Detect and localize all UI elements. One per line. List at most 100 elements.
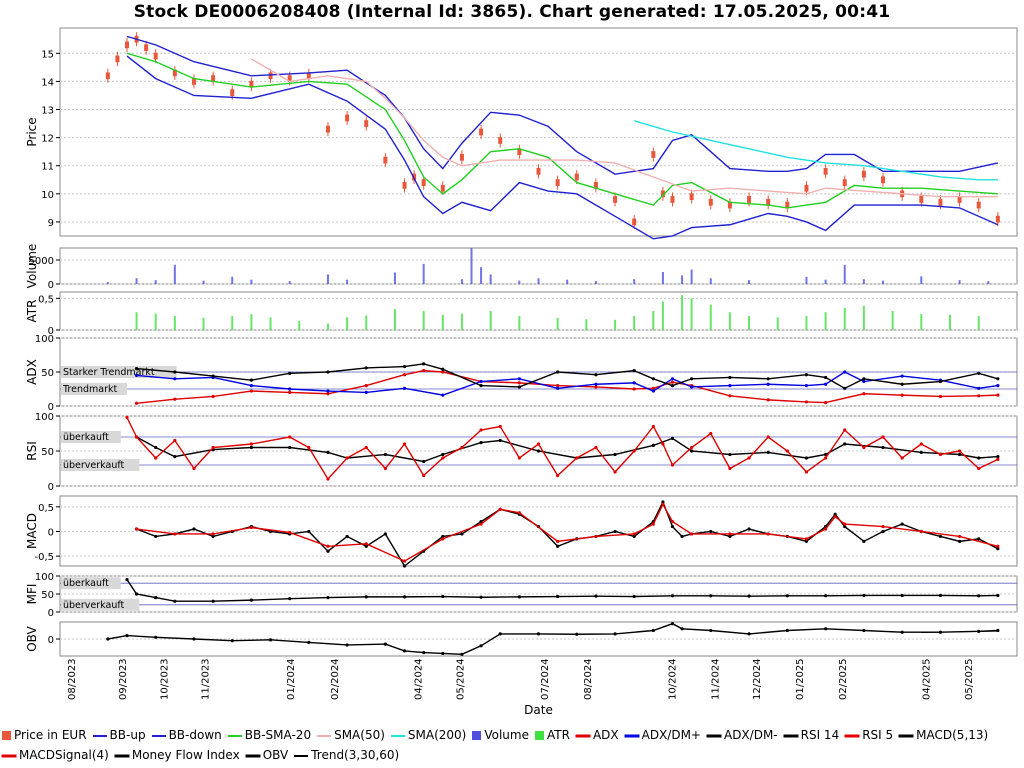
legend-label: SMA(50) bbox=[334, 728, 385, 742]
adx-point bbox=[900, 374, 904, 378]
volume-bar bbox=[480, 267, 483, 284]
volume-bar bbox=[422, 263, 425, 284]
y-tick-label: 0 bbox=[48, 527, 54, 538]
x-tick-label: 12/2024 bbox=[752, 658, 763, 700]
price-candle bbox=[402, 182, 407, 189]
obv-series-line bbox=[921, 630, 998, 633]
atr-bar bbox=[977, 316, 980, 330]
legend-item: MACDSignal(4) bbox=[2, 745, 109, 765]
y-tick-label: 100 bbox=[35, 334, 54, 345]
rsi-point bbox=[709, 431, 713, 436]
legend-label: BB-up bbox=[109, 728, 146, 742]
price-candle bbox=[708, 198, 713, 206]
macd-point bbox=[862, 539, 866, 543]
obv-series-line bbox=[107, 622, 998, 656]
mfi-point bbox=[862, 593, 866, 598]
adx-point bbox=[728, 375, 732, 380]
rsi-point bbox=[173, 455, 177, 459]
adx-point bbox=[517, 385, 521, 389]
legend-label: BB-SMA-20 bbox=[244, 728, 312, 742]
atr-bar bbox=[920, 314, 923, 330]
adx-point bbox=[479, 384, 483, 388]
atr-bar bbox=[652, 311, 655, 330]
rsi-point bbox=[422, 473, 426, 478]
zone-label-bg bbox=[61, 577, 121, 590]
rsi-point bbox=[536, 449, 541, 453]
obv-point bbox=[268, 638, 273, 642]
x-tick-label: 08/2023 bbox=[67, 658, 78, 700]
volume-bar bbox=[748, 280, 751, 284]
volume-bar bbox=[460, 279, 463, 284]
x-tick-label: 04/2025 bbox=[922, 658, 933, 700]
rsi-point bbox=[670, 463, 675, 467]
rsi-point bbox=[307, 445, 311, 450]
rsi-point bbox=[670, 436, 675, 440]
macd-ylabel: MACD bbox=[25, 513, 39, 549]
macd-point bbox=[843, 524, 847, 529]
y-tick-label: 50 bbox=[41, 590, 54, 601]
adx-point bbox=[728, 394, 732, 398]
atr-bar bbox=[250, 314, 253, 330]
x-tick-label: 05/2024 bbox=[456, 658, 467, 700]
legend-swatch-icon bbox=[845, 734, 860, 737]
macd-point bbox=[345, 534, 349, 539]
legend-label: ADX bbox=[592, 728, 619, 742]
obv-ylabel: OBV bbox=[25, 625, 39, 651]
adx-point bbox=[556, 386, 560, 390]
adx-point bbox=[670, 377, 675, 381]
y-tick-label: -0,5 bbox=[34, 552, 54, 563]
adx-point bbox=[556, 384, 560, 388]
rsi-point bbox=[288, 435, 292, 439]
mfi-point bbox=[824, 594, 828, 598]
obv-point bbox=[785, 628, 789, 633]
y-tick-label: 11 bbox=[41, 162, 54, 173]
page-title: Stock DE0006208408 (Internal Id: 3865). … bbox=[133, 2, 891, 22]
adx-point bbox=[804, 384, 809, 388]
adx-point bbox=[517, 377, 521, 381]
adx-point bbox=[249, 378, 253, 382]
volume-bar bbox=[681, 275, 684, 284]
mfi-point bbox=[709, 594, 713, 598]
obv-point bbox=[230, 639, 234, 643]
price-candle bbox=[938, 198, 943, 206]
rsi-point bbox=[460, 445, 464, 450]
zone-label-bg bbox=[61, 598, 140, 611]
price-candle bbox=[249, 80, 254, 88]
rsi-point bbox=[441, 456, 445, 460]
obv-point bbox=[345, 643, 349, 647]
rsi-point bbox=[479, 441, 483, 445]
mfi-point bbox=[249, 598, 253, 602]
macd-point bbox=[661, 500, 665, 504]
rsi-point bbox=[843, 442, 847, 446]
rsi-point bbox=[536, 442, 541, 446]
mfi-point bbox=[211, 599, 215, 603]
x-tick-label: 01/2025 bbox=[795, 658, 806, 700]
atr-bar bbox=[393, 309, 396, 330]
adx-point bbox=[422, 369, 426, 373]
legend-label: OBV bbox=[262, 748, 289, 762]
rsi-point bbox=[345, 456, 349, 460]
adx-point bbox=[651, 386, 655, 390]
x-tick-label: 10/2023 bbox=[159, 658, 170, 700]
volume-bar bbox=[326, 274, 329, 284]
rsi-point bbox=[690, 449, 694, 453]
adx-point bbox=[288, 387, 292, 391]
atr-bar bbox=[135, 312, 138, 330]
rsi-point bbox=[422, 459, 426, 464]
volume-bar bbox=[393, 272, 396, 284]
adx-point bbox=[824, 382, 828, 386]
legend-label: ADX/DM- bbox=[723, 728, 778, 742]
price-candle bbox=[861, 170, 866, 178]
price-candle bbox=[153, 52, 158, 60]
atr-bar bbox=[805, 316, 808, 330]
macd-point bbox=[881, 529, 885, 534]
obv-point bbox=[536, 632, 541, 636]
adx-point bbox=[977, 371, 981, 375]
x-tick-label: 09/2023 bbox=[118, 658, 129, 700]
zone-label: Starker Trendmarkt bbox=[63, 367, 155, 378]
adx-point bbox=[326, 389, 330, 393]
legend-swatch-icon bbox=[390, 734, 405, 737]
adx-point bbox=[441, 370, 445, 374]
legend-label: BB-down bbox=[168, 728, 222, 742]
